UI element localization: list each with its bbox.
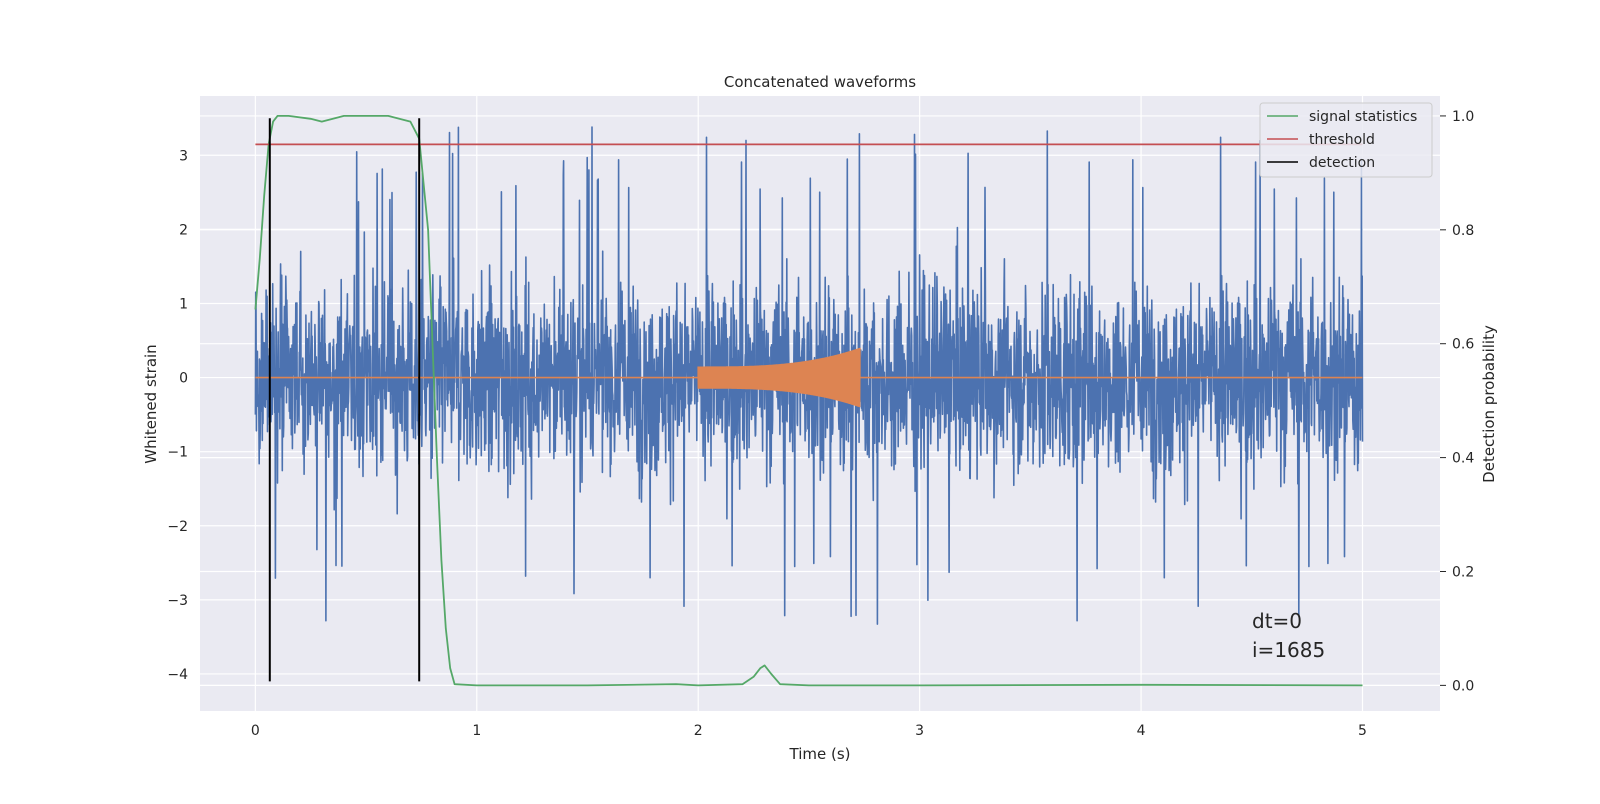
legend-label-threshold: threshold <box>1309 132 1375 148</box>
y2-tick-label: 1.0 <box>1452 109 1474 125</box>
legend: signal statistics threshold detection <box>1259 102 1433 178</box>
x-tick-label: 1 <box>472 723 481 739</box>
legend-label-detection: detection <box>1309 155 1375 171</box>
y2-tick-label: 0.4 <box>1452 451 1474 467</box>
tick-layer: 0 1 2 3 4 5 −4 −3 −2 −1 0 1 2 3 0.0 0.2 0.4 0.6 0.8 1.0 <box>167 109 1474 739</box>
y-tick-label: 3 <box>179 148 188 164</box>
x-tick-label: 3 <box>915 723 924 739</box>
series-layer <box>254 115 1363 687</box>
signal-statistics-line <box>254 115 1363 687</box>
injection-series-line <box>255 347 1363 408</box>
y-tick-label: −2 <box>167 519 188 535</box>
y2-tick-label: 0.0 <box>1452 678 1474 694</box>
y-tick-label: −1 <box>167 445 188 461</box>
y2-tick-label: 0.8 <box>1452 223 1474 239</box>
annotation-block: dt=0 i=1685 <box>1252 609 1325 662</box>
x-axis-label: Time (s) <box>789 745 851 763</box>
y-tick-label: −4 <box>167 667 188 683</box>
y-axis-label: Whitened strain <box>142 344 160 463</box>
y2-tick-label: 0.6 <box>1452 337 1474 353</box>
y-tick-label: −3 <box>167 593 188 609</box>
annotation-dt: dt=0 <box>1252 609 1302 633</box>
y-tick-label: 2 <box>179 222 188 238</box>
annotation-index: i=1685 <box>1252 638 1325 662</box>
x-tick-label: 0 <box>251 723 260 739</box>
legend-box <box>1259 102 1433 178</box>
y-tick-label: 1 <box>179 296 188 312</box>
x-tick-label: 2 <box>694 723 703 739</box>
y2-axis-label: Detection probability <box>1480 325 1498 483</box>
legend-label-signal-statistics: signal statistics <box>1309 109 1417 125</box>
x-tick-label: 5 <box>1358 723 1367 739</box>
y-tick-label: 0 <box>179 371 188 387</box>
strain-series-line <box>254 126 1364 625</box>
y2-tick-label: 0.2 <box>1452 564 1474 580</box>
x-tick-label: 4 <box>1137 723 1146 739</box>
chart-title: Concatenated waveforms <box>724 73 916 91</box>
